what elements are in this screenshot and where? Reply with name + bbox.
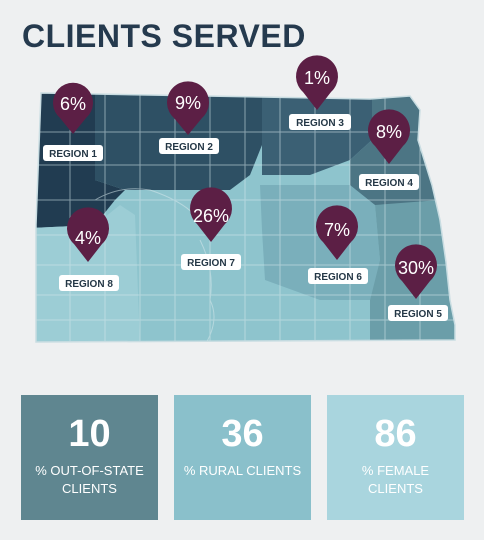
stat-value: 10	[68, 413, 111, 455]
state-map: 6% REGION 1 9% REGION 2 1% REGION 3 8% R…	[35, 52, 456, 343]
map-pin-icon	[295, 55, 338, 110]
map-pin-icon	[189, 187, 232, 242]
region-label-bg	[43, 145, 103, 161]
region-label-bg	[159, 138, 219, 154]
region-4-marker[interactable]: 8% REGION 4	[359, 109, 419, 190]
region-percent: 1%	[304, 68, 330, 88]
map-pin-icon	[67, 207, 110, 262]
region-8-marker[interactable]: 4% REGION 8	[59, 207, 119, 291]
region-percent: 9%	[175, 93, 201, 113]
region-label-bg	[308, 268, 368, 284]
region-name: REGION 3	[296, 118, 344, 129]
region-2-marker[interactable]: 9% REGION 2	[159, 81, 219, 154]
region-name: REGION 2	[165, 142, 213, 153]
map-pin-icon	[368, 109, 410, 164]
page-title: CLIENTS SERVED	[22, 18, 306, 54]
map-pin-icon	[53, 82, 94, 134]
region-percent: 26%	[193, 206, 229, 226]
stat-label: % OUT-OF-STATE CLIENTS	[35, 463, 144, 496]
region-name: REGION 4	[365, 178, 413, 189]
stat-out-of-state: 10 % OUT-OF-STATE CLIENTS	[21, 395, 158, 520]
stat-value: 36	[221, 413, 264, 455]
map-pin-icon	[316, 205, 358, 260]
region-label-bg	[181, 254, 241, 270]
region-7-marker[interactable]: 26% REGION 7	[181, 187, 241, 270]
stat-label: % RURAL CLIENTS	[183, 463, 302, 478]
state-outline	[35, 92, 456, 343]
region-6-marker[interactable]: 7% REGION 6	[308, 205, 368, 284]
region-1-marker[interactable]: 6% REGION 1	[43, 52, 103, 161]
stat-label: % FEMALE CLIENTS	[361, 463, 430, 496]
region-name: REGION 6	[314, 272, 362, 283]
region-percent: 30%	[398, 258, 434, 278]
region-name: REGION 1	[49, 149, 97, 160]
region-label-bg	[388, 305, 448, 321]
region-label-bg	[359, 174, 419, 190]
region-label-bg	[59, 275, 119, 291]
stat-female: 86 % FEMALE CLIENTS	[327, 395, 464, 520]
map-pin-icon	[167, 81, 209, 135]
region-name: REGION 5	[394, 309, 442, 320]
region-percent: 8%	[376, 122, 402, 142]
map-pin-icon	[395, 244, 437, 299]
region-name: REGION 7	[187, 258, 235, 269]
region-3-marker[interactable]: 1% REGION 3	[289, 55, 351, 130]
region-percent: 7%	[324, 220, 350, 240]
region-percent: 4%	[75, 228, 101, 248]
region-name: REGION 8	[65, 279, 113, 290]
stat-value: 86	[374, 413, 417, 455]
region-label-bg	[289, 114, 351, 130]
region-5-marker[interactable]: 30% REGION 5	[388, 244, 448, 321]
region-percent: 6%	[60, 94, 86, 114]
stat-rural: 36 % RURAL CLIENTS	[174, 395, 311, 520]
